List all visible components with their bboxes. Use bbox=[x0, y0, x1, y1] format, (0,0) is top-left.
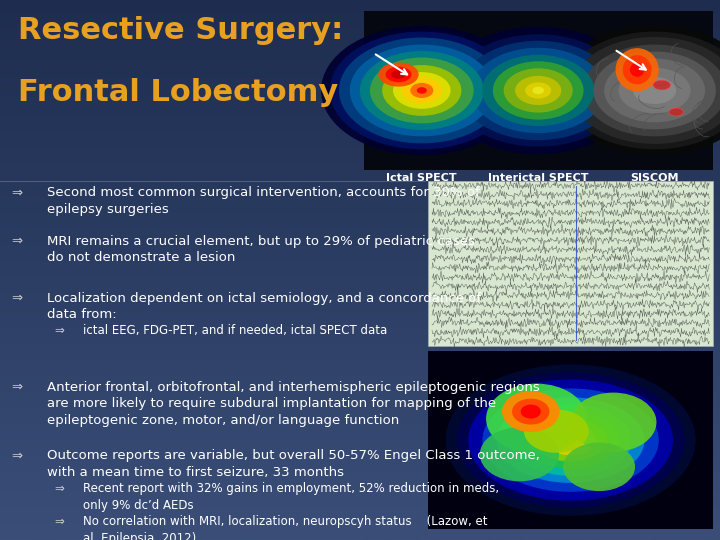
Ellipse shape bbox=[522, 411, 619, 469]
Ellipse shape bbox=[438, 26, 638, 154]
Bar bbox=[480, 11, 596, 170]
Ellipse shape bbox=[570, 393, 657, 452]
Text: Frontal Lobectomy: Frontal Lobectomy bbox=[18, 78, 338, 107]
Ellipse shape bbox=[545, 425, 596, 455]
Bar bbox=[596, 11, 713, 170]
Ellipse shape bbox=[653, 80, 670, 90]
Ellipse shape bbox=[524, 409, 589, 453]
Ellipse shape bbox=[616, 48, 659, 91]
Text: SISCOM: SISCOM bbox=[630, 173, 679, 183]
Text: ⇒: ⇒ bbox=[11, 186, 22, 199]
Ellipse shape bbox=[503, 68, 573, 112]
Text: ⇒: ⇒ bbox=[11, 292, 22, 305]
Bar bbox=[428, 351, 713, 529]
Ellipse shape bbox=[534, 418, 608, 462]
Ellipse shape bbox=[563, 443, 635, 491]
Ellipse shape bbox=[525, 82, 552, 98]
Ellipse shape bbox=[492, 61, 583, 120]
Ellipse shape bbox=[633, 77, 676, 104]
Ellipse shape bbox=[482, 55, 594, 126]
Ellipse shape bbox=[623, 55, 652, 84]
Ellipse shape bbox=[360, 51, 484, 130]
Text: Resective Surgery:: Resective Surgery: bbox=[18, 16, 343, 45]
Text: ⇒: ⇒ bbox=[54, 482, 64, 495]
Text: No correlation with MRI, localization, neuropscyh status    (Lazow, et
al, Epile: No correlation with MRI, localization, n… bbox=[83, 515, 487, 540]
Text: Anterior frontal, orbitofrontal, and interhemispheric epileptogenic regions
are : Anterior frontal, orbitofrontal, and int… bbox=[47, 381, 539, 427]
Bar bbox=[364, 11, 713, 170]
Ellipse shape bbox=[497, 397, 644, 483]
Text: Ictal SPECT: Ictal SPECT bbox=[387, 173, 457, 183]
Text: Recent report with 32% gains in employment, 52% reduction in meds,
only 9% dc’d : Recent report with 32% gains in employme… bbox=[83, 482, 499, 512]
Ellipse shape bbox=[510, 404, 631, 476]
Ellipse shape bbox=[502, 391, 559, 432]
Ellipse shape bbox=[482, 388, 659, 492]
Ellipse shape bbox=[393, 72, 451, 109]
Ellipse shape bbox=[532, 86, 544, 94]
Ellipse shape bbox=[386, 67, 412, 82]
Text: Second most common surgical intervention, accounts for 30% of
epilepsy surgeries: Second most common surgical intervention… bbox=[47, 186, 480, 216]
Ellipse shape bbox=[350, 44, 494, 137]
Ellipse shape bbox=[457, 373, 685, 508]
Text: Outcome reports are variable, but overall 50-57% Engel Class 1 outcome,
with a m: Outcome reports are variable, but overal… bbox=[47, 449, 540, 479]
Text: Interictal SPECT: Interictal SPECT bbox=[488, 173, 588, 183]
Ellipse shape bbox=[330, 31, 514, 149]
Ellipse shape bbox=[402, 77, 442, 103]
Ellipse shape bbox=[417, 87, 427, 94]
Ellipse shape bbox=[461, 40, 616, 140]
Text: ⇒: ⇒ bbox=[54, 324, 64, 337]
Ellipse shape bbox=[669, 108, 683, 116]
Ellipse shape bbox=[630, 63, 644, 77]
Ellipse shape bbox=[379, 63, 419, 86]
Text: ⇒: ⇒ bbox=[54, 515, 64, 528]
Ellipse shape bbox=[571, 37, 720, 144]
Ellipse shape bbox=[618, 68, 690, 113]
Ellipse shape bbox=[486, 383, 587, 454]
Bar bbox=[428, 181, 713, 346]
Ellipse shape bbox=[480, 427, 559, 481]
Ellipse shape bbox=[450, 34, 626, 147]
Ellipse shape bbox=[410, 83, 433, 98]
Text: ictal EEG, FDG-PET, and if needed, ictal SPECT data: ictal EEG, FDG-PET, and if needed, ictal… bbox=[83, 324, 387, 337]
Text: ⇒: ⇒ bbox=[11, 235, 22, 248]
Ellipse shape bbox=[392, 70, 406, 79]
Ellipse shape bbox=[582, 44, 720, 137]
Ellipse shape bbox=[512, 399, 549, 424]
Text: ⇒: ⇒ bbox=[11, 381, 22, 394]
Text: ⇒: ⇒ bbox=[11, 449, 22, 462]
Ellipse shape bbox=[593, 51, 716, 129]
Ellipse shape bbox=[468, 380, 673, 501]
Text: Localization dependent on ictal semiology, and a concordance of
data from:: Localization dependent on ictal semiolog… bbox=[47, 292, 481, 321]
Ellipse shape bbox=[471, 48, 605, 133]
Ellipse shape bbox=[321, 25, 523, 156]
Ellipse shape bbox=[562, 31, 720, 149]
Ellipse shape bbox=[554, 25, 720, 156]
Ellipse shape bbox=[382, 65, 462, 116]
Text: MRI remains a crucial element, but up to 29% of pediatric cases
do not demonstra: MRI remains a crucial element, but up to… bbox=[47, 235, 474, 265]
Ellipse shape bbox=[604, 58, 705, 122]
Ellipse shape bbox=[370, 57, 474, 123]
Ellipse shape bbox=[339, 37, 505, 143]
Ellipse shape bbox=[521, 404, 541, 418]
Ellipse shape bbox=[446, 364, 696, 516]
Ellipse shape bbox=[516, 76, 561, 105]
Bar bbox=[364, 11, 480, 170]
